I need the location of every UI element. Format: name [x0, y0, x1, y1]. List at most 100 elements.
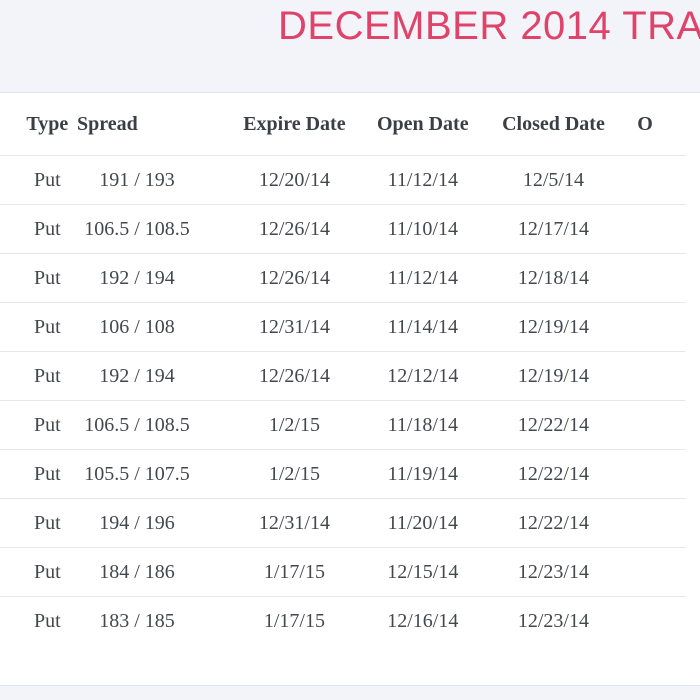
- cell-open-date: 11/20/14: [361, 498, 484, 548]
- cell-partial-right: [623, 498, 686, 548]
- cell-closed-date: 12/19/14: [483, 351, 624, 401]
- spread-value: 183 / 185: [99, 609, 175, 632]
- cell-type: Put: [19, 400, 76, 450]
- cell-open-date: 12/15/14: [361, 547, 484, 597]
- table-row[interactable]: Put 183 / 185 1/17/15 12/16/14 12/23/14: [0, 597, 686, 646]
- cell-partial-left: [0, 204, 20, 254]
- cell-expire-date: 12/26/14: [226, 253, 362, 303]
- cell-partial-right: [623, 400, 686, 450]
- table-row[interactable]: Put 192 / 194 12/26/14 12/12/14 12/19/14: [0, 351, 686, 401]
- column-header-partial-right[interactable]: O: [623, 93, 686, 156]
- table-row[interactable]: Put 106.5 / 108.5 12/26/14 11/10/14 12/17/14: [0, 204, 686, 254]
- cell-spread: 106 / 108: [75, 302, 227, 352]
- cell-type: Put: [33, 609, 61, 632]
- table-row[interactable]: Put 105.5 / 107.5 1/2/15 11/19/14 12/22/14: [0, 449, 686, 499]
- cell-open-date: 11/14/14: [361, 302, 484, 352]
- table-row[interactable]: Put 106.5 / 108.5 1/2/15 11/18/14 12/22/14: [0, 400, 686, 450]
- table-body: Put 191 / 193 12/20/14 11/12/14 12/5/14 Put 10…: [0, 155, 686, 646]
- cell-partial-left: [0, 400, 20, 450]
- cell-partial-left: [0, 351, 20, 401]
- cell-partial-right: [623, 253, 686, 303]
- cell-expire-date: 12/20/14: [226, 155, 362, 205]
- cell-partial-left: [0, 547, 20, 597]
- table-header-row: r Type Spread Expire Date Open Date Clos…: [0, 93, 686, 156]
- cell-closed-date: 12/22/14: [483, 449, 624, 499]
- cell-spread: 184 / 186: [75, 547, 227, 597]
- cell-open-date: 12/12/14: [361, 351, 484, 401]
- spread-value: 192 / 194: [99, 364, 175, 387]
- cell-expire-date: 1/2/15: [226, 400, 362, 450]
- table-row[interactable]: Put 184 / 186 1/17/15 12/15/14 12/23/14: [0, 547, 686, 597]
- table-row[interactable]: Put 191 / 193 12/20/14 11/12/14 12/5/14: [0, 155, 686, 205]
- cell-open-date: 11/12/14: [361, 253, 484, 303]
- page-title: DECEMBER 2014 TRA: [278, 4, 700, 48]
- cell-type: Put: [19, 498, 76, 548]
- column-header-open-date[interactable]: Open Date: [361, 93, 484, 156]
- cell-spread: 106.5 / 108.5: [75, 400, 227, 450]
- cell-closed-date: 12/22/14: [483, 498, 624, 548]
- cell-partial-right: [623, 302, 686, 352]
- spread-value: 184 / 186: [99, 560, 175, 583]
- cell-type: Put: [19, 302, 76, 352]
- cell-open-date: 11/18/14: [361, 400, 484, 450]
- cell-partial-left: [0, 155, 20, 205]
- spread-value: 105.5 / 107.5: [84, 462, 190, 485]
- cell-spread: 106.5 / 108.5: [75, 204, 227, 254]
- cell-partial-right: [623, 597, 686, 646]
- cell-type: Put: [19, 204, 76, 254]
- cell-closed-date: 12/23/14: [483, 547, 624, 597]
- spread-value: 106.5 / 108.5: [84, 217, 190, 240]
- cell-closed-date: 12/18/14: [483, 253, 624, 303]
- column-header-expire-date[interactable]: Expire Date: [226, 93, 362, 156]
- cell-partial-left: [0, 597, 20, 646]
- cell-type: Put: [19, 155, 76, 205]
- cell-closed-date: 12/17/14: [483, 204, 624, 254]
- cell-spread: 192 / 194: [75, 351, 227, 401]
- column-header-spread[interactable]: Spread: [75, 93, 227, 156]
- cell-partial-left: [0, 449, 20, 499]
- cell-open-date: 11/12/14: [361, 155, 484, 205]
- cell-type: Put: [19, 547, 76, 597]
- cell-expire-date: 12/31/14: [226, 302, 362, 352]
- cell-partial-right: [623, 351, 686, 401]
- cell-type: Put: [19, 351, 76, 401]
- cell-type: Put: [19, 253, 76, 303]
- cell-partial-left: [0, 498, 20, 548]
- cell-partial-left: [0, 302, 20, 352]
- cell-closed-date: 12/23/14: [517, 609, 589, 632]
- table-row[interactable]: Put 106 / 108 12/31/14 11/14/14 12/19/14: [0, 302, 686, 352]
- cell-spread: 105.5 / 107.5: [75, 449, 227, 499]
- column-header-partial-left[interactable]: r: [0, 93, 20, 156]
- cell-open-date: 12/16/14: [387, 609, 459, 632]
- column-header-type[interactable]: Type: [19, 93, 76, 156]
- table-row[interactable]: Put 192 / 194 12/26/14 11/12/14 12/18/14: [0, 253, 686, 303]
- cell-partial-right: [623, 204, 686, 254]
- cell-expire-date: 12/26/14: [226, 204, 362, 254]
- cell-expire-date: 12/26/14: [226, 351, 362, 401]
- cell-partial-left: [0, 253, 20, 303]
- trades-table-card: r Type Spread Expire Date Open Date Clos…: [0, 92, 700, 686]
- cell-open-date: 11/19/14: [361, 449, 484, 499]
- cell-partial-right: [623, 547, 686, 597]
- cell-partial-right: [623, 449, 686, 499]
- spread-value: 194 / 196: [99, 511, 175, 534]
- table-row[interactable]: Put 194 / 196 12/31/14 11/20/14 12/22/14: [0, 498, 686, 548]
- spread-value: 192 / 194: [99, 266, 175, 289]
- cell-spread: 191 / 193: [75, 155, 227, 205]
- spread-value: 106.5 / 108.5: [84, 413, 190, 436]
- column-header-closed-date[interactable]: Closed Date: [483, 93, 624, 156]
- spread-value: 191 / 193: [99, 168, 175, 191]
- cell-closed-date: 12/22/14: [483, 400, 624, 450]
- cell-closed-date: 12/5/14: [483, 155, 624, 205]
- cell-expire-date: 12/31/14: [226, 498, 362, 548]
- trades-table: r Type Spread Expire Date Open Date Clos…: [0, 93, 686, 645]
- cell-open-date: 11/10/14: [361, 204, 484, 254]
- cell-closed-date: 12/19/14: [483, 302, 624, 352]
- cell-partial-right: [623, 155, 686, 205]
- cell-spread: 192 / 194: [75, 253, 227, 303]
- cell-spread: 194 / 196: [75, 498, 227, 548]
- spread-value: 106 / 108: [99, 315, 175, 338]
- cell-expire-date: 1/17/15: [226, 547, 362, 597]
- cell-expire-date: 1/2/15: [226, 449, 362, 499]
